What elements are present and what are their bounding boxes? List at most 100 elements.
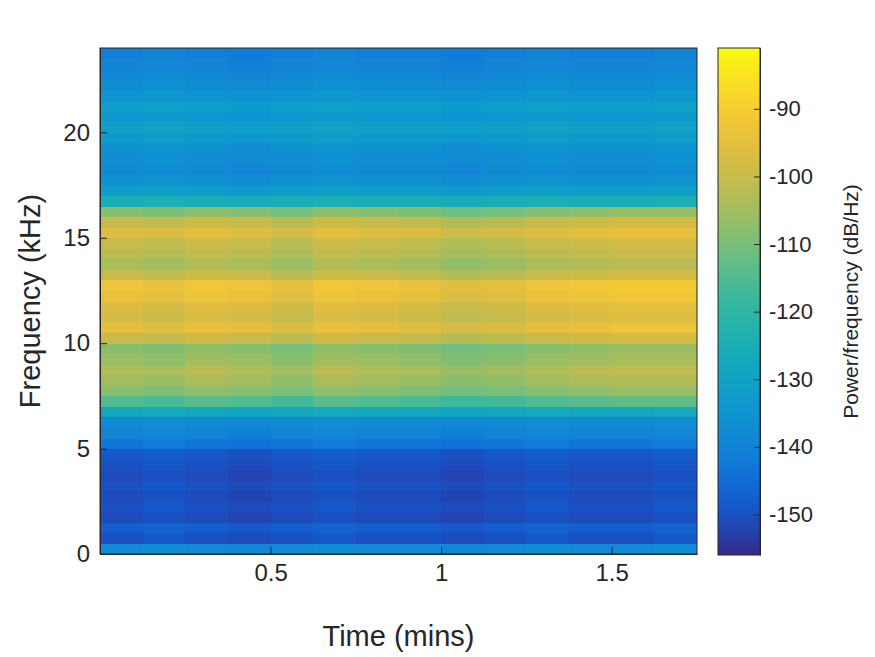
cell [612,470,655,481]
cell [654,501,697,512]
cell [399,80,442,91]
cell [356,248,399,259]
cell [271,90,314,101]
cell [356,217,399,228]
cell [143,280,186,291]
cell [484,375,527,386]
cell [356,227,399,238]
cell [569,449,612,460]
tick-label: -90 [769,96,801,121]
cell [143,512,186,523]
cell [654,217,697,228]
cell [441,491,484,502]
cell [356,480,399,491]
cell [399,543,442,554]
tick-mark [754,447,760,448]
cell [441,354,484,365]
cell [356,459,399,470]
cell [185,543,228,554]
cell [654,196,697,207]
cell [100,227,143,238]
cell [313,459,356,470]
cell [271,533,314,544]
cell [100,153,143,164]
cell [484,111,527,122]
cell [100,164,143,175]
cell [612,48,655,59]
cell [526,48,569,59]
tick-label: 20 [63,119,90,146]
cell [313,111,356,122]
y-axis-title: Frequency (kHz) [14,194,46,408]
cell [143,501,186,512]
cell [228,269,271,280]
cell [228,80,271,91]
cell [484,438,527,449]
cell [526,111,569,122]
cell [185,301,228,312]
cell [484,196,527,207]
cell [228,101,271,112]
cell [143,470,186,481]
cell [399,132,442,143]
cell [484,396,527,407]
cell [143,385,186,396]
cell [399,185,442,196]
cell [271,512,314,523]
cell [399,470,442,481]
cell [271,385,314,396]
cell [526,396,569,407]
cell [612,354,655,365]
cell [100,459,143,470]
cell [271,153,314,164]
cell [612,206,655,217]
cell [526,164,569,175]
cell [654,533,697,544]
cell [654,111,697,122]
cell [185,322,228,333]
cell [399,364,442,375]
cell [185,428,228,439]
cell [484,459,527,470]
cell [399,269,442,280]
cell [526,217,569,228]
cell [271,111,314,122]
cell [526,459,569,470]
tick-mark [100,132,107,133]
cell [654,364,697,375]
cell [441,59,484,70]
cell [271,227,314,238]
cell [271,501,314,512]
cell [526,196,569,207]
cell [228,301,271,312]
cell [654,375,697,386]
cell [313,396,356,407]
cell [313,522,356,533]
cell [143,248,186,259]
cell [356,269,399,280]
tick-label: -110 [769,232,811,257]
cell [569,480,612,491]
cell [399,333,442,344]
cell [228,522,271,533]
cell [399,59,442,70]
cell [484,449,527,460]
cell [228,343,271,354]
cell [185,375,228,386]
cell [356,522,399,533]
cell [228,449,271,460]
cell [526,301,569,312]
cell [569,248,612,259]
cell [356,164,399,175]
cell [185,217,228,228]
cell [143,428,186,439]
cell [399,122,442,133]
tick-mark [441,547,442,554]
cell [441,406,484,417]
cell [356,196,399,207]
cell [313,501,356,512]
cell [569,491,612,502]
cell [100,132,143,143]
cell [143,206,186,217]
colorbar-title: Power/frequency (dB/Hz) [839,184,862,419]
